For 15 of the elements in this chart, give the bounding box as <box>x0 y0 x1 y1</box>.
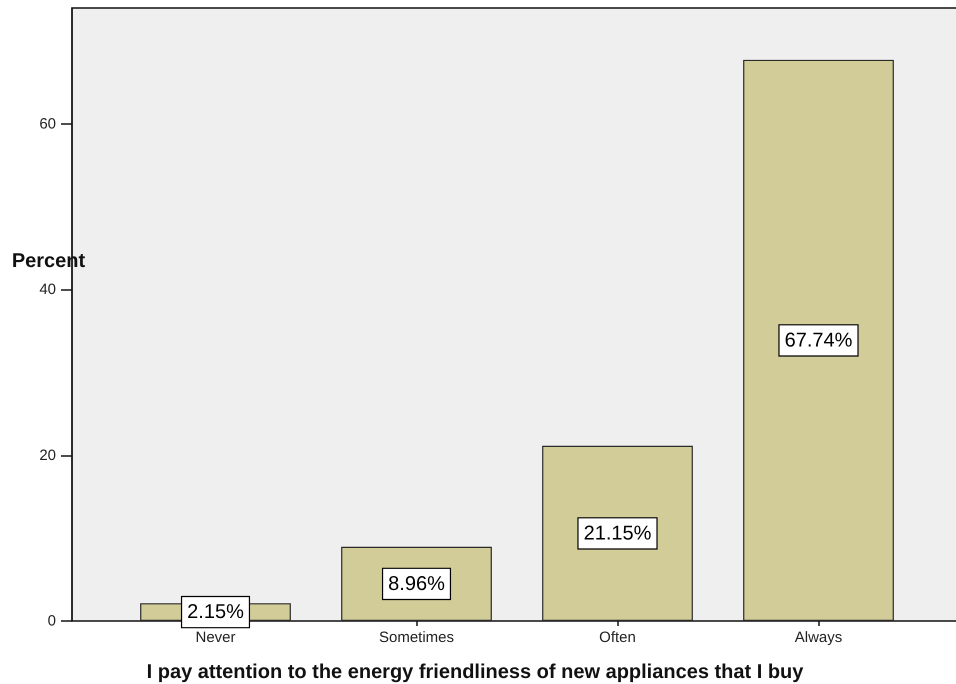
x-tick-label: Sometimes <box>378 629 454 646</box>
y-tick-label: 60 <box>39 115 56 132</box>
data-label: 8.96% <box>388 572 446 595</box>
x-tick-label: Never <box>195 629 236 646</box>
x-axis-title: I pay attention to the energy friendliness of new appliances that I buy <box>146 661 804 683</box>
x-tick-label: Always <box>794 629 842 646</box>
data-label: 67.74% <box>784 329 853 352</box>
x-tick-label: Often <box>599 629 636 646</box>
bar <box>542 446 693 621</box>
bar <box>743 60 894 621</box>
y-tick-label: 0 <box>48 612 56 630</box>
y-tick-label: 20 <box>39 446 56 464</box>
data-label: 21.15% <box>584 522 652 544</box>
data-label: 2.15% <box>187 601 244 624</box>
y-tick-label: 40 <box>39 281 56 298</box>
